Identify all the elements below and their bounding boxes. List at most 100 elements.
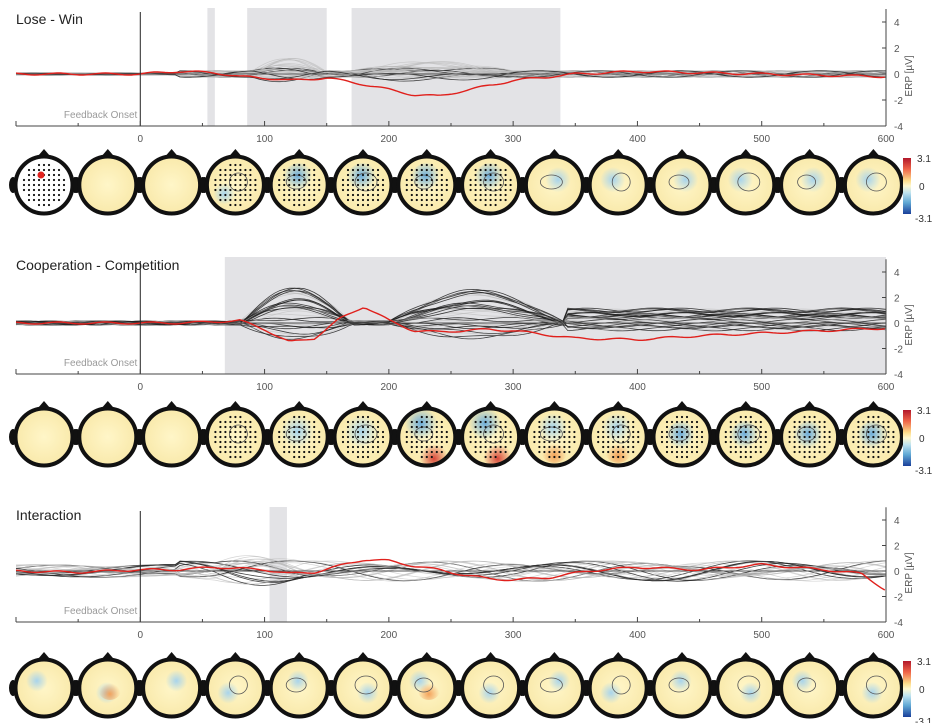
- x-tick-label: 400: [629, 134, 646, 145]
- electrode: [229, 435, 232, 439]
- electrode-dots: [597, 415, 640, 459]
- electrode: [318, 183, 321, 187]
- electrode: [229, 183, 232, 187]
- electrode: [278, 188, 281, 192]
- electrode: [538, 425, 541, 429]
- head-nose: [676, 652, 688, 659]
- electrode: [484, 425, 487, 429]
- electrode: [318, 435, 321, 439]
- electrode: [695, 420, 699, 424]
- electrode: [288, 183, 291, 187]
- electrode: [293, 430, 296, 434]
- head-outline: [842, 657, 904, 719]
- electrode: [813, 430, 816, 434]
- electrode: [298, 445, 301, 449]
- topo-activity: [538, 413, 571, 445]
- scalp-topomap: [264, 401, 335, 468]
- electrode: [303, 435, 306, 439]
- electrode: [346, 445, 350, 449]
- electrode: [548, 420, 551, 424]
- electrode: [234, 178, 237, 182]
- x-tick-label: 100: [256, 134, 273, 145]
- electrode: [484, 435, 487, 439]
- electrode: [509, 188, 512, 192]
- electrode: [882, 420, 885, 424]
- electrode: [479, 198, 482, 202]
- electrode: [52, 198, 56, 202]
- electrode: [313, 188, 316, 192]
- electrode: [494, 193, 497, 197]
- electrode: [249, 420, 252, 424]
- electrode: [308, 445, 311, 449]
- electrode: [813, 445, 816, 449]
- electrode: [489, 203, 492, 207]
- electrode: [420, 425, 423, 429]
- electrode: [234, 198, 237, 202]
- electrode: [474, 445, 477, 449]
- electrode: [283, 425, 286, 429]
- electrode: [366, 440, 370, 444]
- electrode: [430, 173, 433, 177]
- electrode: [484, 173, 487, 177]
- electrode: [410, 420, 413, 424]
- electrode: [219, 173, 222, 177]
- electrode: [361, 425, 365, 429]
- scalp-topomap: [328, 652, 398, 719]
- electrode: [303, 193, 306, 197]
- head-outline: [141, 406, 203, 468]
- electrode: [622, 450, 625, 454]
- x-tick-label: 200: [381, 630, 398, 641]
- electrode: [597, 435, 600, 439]
- electrode: [435, 445, 438, 449]
- electrode: [724, 435, 727, 439]
- electrode: [346, 168, 350, 172]
- electrode: [744, 415, 747, 419]
- electrode: [749, 445, 752, 449]
- electrode: [234, 435, 237, 439]
- electrode: [356, 455, 360, 459]
- electrode: [612, 450, 615, 454]
- colorbar-max-label: 3.1: [917, 154, 931, 165]
- electrode: [224, 450, 227, 454]
- electrode: [852, 435, 855, 439]
- y-tick-label: 0: [894, 319, 900, 330]
- electrode: [346, 420, 350, 424]
- electrode: [558, 435, 561, 439]
- electrode: [239, 188, 242, 192]
- head-nose: [803, 149, 816, 156]
- electrode: [445, 178, 448, 182]
- electrode: [808, 445, 811, 449]
- electrode: [823, 450, 826, 454]
- scalp-topomap: [200, 401, 271, 468]
- electrode: [420, 450, 423, 454]
- electrode: [430, 420, 433, 424]
- electrode: [239, 425, 242, 429]
- electrode: [445, 183, 448, 187]
- panel-cooperation-competition: Cooperation - Competition Feedback Onset…: [9, 257, 933, 477]
- electrode: [356, 163, 360, 167]
- electrode: [484, 445, 487, 449]
- electrode: [862, 425, 865, 429]
- electrode: [499, 420, 502, 424]
- electrode: [695, 435, 699, 439]
- electrode: [57, 173, 61, 177]
- electrode: [214, 183, 217, 187]
- electrode: [219, 450, 222, 454]
- electrode: [828, 430, 831, 434]
- electrode: [798, 450, 801, 454]
- electrode: [244, 445, 247, 449]
- electrode: [303, 430, 306, 434]
- electrode: [813, 440, 816, 444]
- channel-trace: [15, 320, 887, 326]
- electrode: [504, 178, 507, 182]
- electrode: [371, 183, 375, 187]
- electrode: [504, 445, 507, 449]
- topo-activity: [287, 670, 312, 694]
- scalp-topomap: [519, 149, 590, 216]
- electrode: [440, 435, 443, 439]
- electrode: [877, 440, 880, 444]
- electrode: [788, 440, 791, 444]
- electrode: [887, 435, 890, 439]
- panel-title: Cooperation - Competition: [16, 257, 179, 273]
- electrode: [42, 198, 46, 202]
